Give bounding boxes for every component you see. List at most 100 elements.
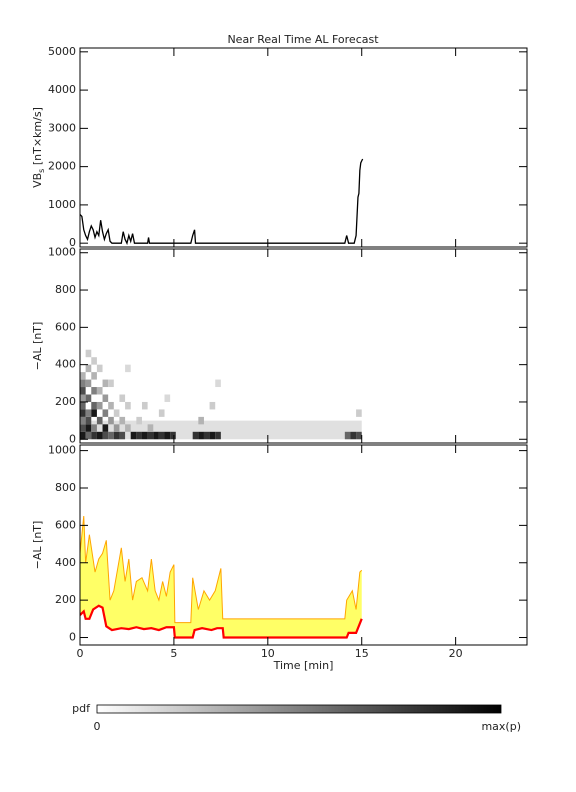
heat-cell	[141, 401, 148, 410]
heat-cell	[125, 401, 131, 410]
heat-cell	[130, 431, 137, 440]
heat-cell	[85, 364, 92, 373]
heat-cell	[136, 416, 142, 425]
heat-cell	[102, 394, 109, 402]
heat-cell	[108, 431, 114, 440]
heat-cell	[80, 431, 86, 440]
y-axis-label: −AL [nT]	[31, 521, 44, 570]
heat-cell	[102, 424, 109, 432]
heat-cell	[209, 431, 216, 440]
heat-cell	[158, 409, 165, 417]
y-label-unit: [nT×km/s]	[31, 107, 44, 169]
heat-cell	[85, 431, 92, 440]
heat-cell	[119, 431, 126, 440]
heat-cell	[85, 394, 92, 402]
y-tick-label: 800	[55, 481, 76, 494]
heat-cell	[164, 431, 171, 440]
heat-cell	[108, 379, 114, 388]
heat-cell	[91, 409, 97, 417]
y-tick-label: 400	[55, 556, 76, 569]
axis-box	[79, 47, 528, 248]
heat-cell	[164, 394, 171, 402]
heat-cell	[85, 424, 92, 432]
heat-cell	[80, 387, 86, 395]
x-tick-label: 5	[170, 647, 177, 660]
heat-cell	[96, 364, 103, 373]
heat-cell	[344, 431, 351, 440]
heat-cell	[215, 379, 221, 388]
series-line	[80, 604, 363, 639]
heat-cell	[102, 379, 109, 388]
heat-cell	[91, 372, 97, 380]
heat-cell	[80, 372, 86, 380]
chart-title: Near Real Time AL Forecast	[227, 33, 379, 46]
colorbar-min: 0	[94, 720, 101, 733]
colorbar	[96, 704, 502, 714]
colorbar-label: pdf	[72, 702, 91, 715]
heat-cell	[356, 431, 362, 440]
heat-cell	[158, 431, 165, 440]
y-tick-label: 800	[55, 283, 76, 296]
heat-cell	[170, 431, 176, 440]
heat-cell	[85, 349, 92, 358]
heat-cell	[136, 431, 142, 440]
heat-cell	[80, 416, 86, 425]
heat-cell	[108, 401, 114, 410]
heat-cell	[141, 431, 148, 440]
y-tick-label: 1000	[48, 198, 76, 211]
heat-cell	[113, 409, 120, 417]
heat-cell	[356, 409, 362, 417]
y-tick-label: 3000	[48, 121, 76, 134]
heat-cell	[215, 431, 221, 440]
y-tick-label: 2000	[48, 160, 76, 173]
heat-cell	[91, 401, 97, 410]
heat-cell	[91, 424, 97, 432]
y-tick-label: 1000	[48, 246, 76, 259]
y-tick-label: 600	[55, 518, 76, 531]
heat-cell	[102, 431, 109, 440]
y-tick-label: 0	[69, 236, 76, 249]
heat-cell	[96, 401, 103, 410]
y-label-main: VB	[31, 173, 44, 188]
y-axis-label: −AL [nT]	[31, 322, 44, 371]
heat-cell	[108, 416, 114, 425]
y-tick-label: 600	[55, 320, 76, 333]
x-tick-label: 10	[261, 647, 275, 660]
heat-cell	[96, 416, 103, 425]
x-axis-label: Time [min]	[273, 659, 334, 672]
y-tick-label: 0	[69, 432, 76, 445]
plot-area	[80, 158, 364, 246]
y-tick-label: 200	[55, 593, 76, 606]
heat-cell	[85, 409, 92, 417]
heat-cell	[125, 424, 131, 432]
heat-cell	[209, 401, 216, 410]
heat-cell	[113, 431, 120, 440]
heat-cell	[91, 357, 97, 365]
y-tick-label: 400	[55, 358, 76, 371]
heat-cell	[113, 424, 120, 432]
y-tick-label: 4000	[48, 83, 76, 96]
data-line	[80, 158, 364, 246]
heat-cell	[119, 394, 126, 402]
x-tick-label: 0	[77, 647, 84, 660]
heat-cell	[80, 379, 86, 388]
heat-cell	[80, 409, 86, 417]
y-axis-label: VBs [nT×km/s]	[31, 107, 46, 188]
heat-cell	[85, 416, 92, 425]
heat-cell	[80, 424, 86, 432]
heat-cell	[198, 416, 204, 425]
axis-box	[79, 444, 528, 646]
y-tick-label: 200	[55, 395, 76, 408]
heat-cell	[192, 431, 199, 440]
heat-cell	[119, 416, 126, 425]
heat-cell	[85, 379, 92, 388]
heat-cell	[102, 409, 109, 417]
x-tick-label: 20	[449, 647, 463, 660]
heat-cell	[350, 431, 357, 440]
heat-cell	[147, 424, 154, 432]
heat-cell	[91, 431, 97, 440]
heat-cell	[80, 394, 86, 402]
heat-cell	[203, 431, 210, 440]
heat-cell	[96, 431, 103, 440]
